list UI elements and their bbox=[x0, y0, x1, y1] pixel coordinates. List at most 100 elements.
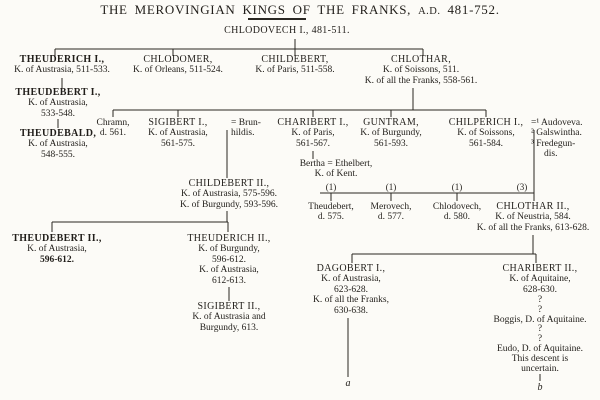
person-detail: d. 561. bbox=[99, 128, 127, 139]
wife-number-label: (3) bbox=[516, 182, 528, 192]
node-theuderich-i: THEUDERICH I., K. of Austrasia, 511-533. bbox=[14, 54, 110, 76]
node-theuderich-ii: THEUDERICH II., K. of Burgundy, 596-612.… bbox=[187, 233, 271, 286]
person-detail: K. of Burgundy, 593-596. bbox=[180, 199, 278, 210]
person-name: Merovech, bbox=[370, 202, 412, 212]
person-detail: 561-575. bbox=[160, 138, 196, 149]
person-detail: K. of all the Franks, 613-628. bbox=[476, 222, 590, 233]
node-charibert-i: CHARIBERT I., K. of Paris, 561-567. bbox=[277, 117, 349, 149]
person-name: Boggis, D. of Aquitaine. bbox=[493, 314, 587, 325]
person-name: CHILDEBERT, bbox=[261, 54, 329, 65]
person-detail: K. of Paris, bbox=[291, 128, 335, 139]
node-childebert-i: CHILDEBERT, K. of Paris, 511-558. bbox=[255, 54, 335, 76]
person-name: Theudebert, bbox=[308, 202, 354, 212]
node-theudebald: THEUDEBALD, K. of Austrasia, 548-555. bbox=[19, 128, 97, 160]
person-detail: 630-638. bbox=[333, 305, 369, 316]
wife-number-label: (1) bbox=[385, 182, 397, 192]
person-name: GUNTRAM, bbox=[363, 117, 419, 128]
person-detail: K. of Austrasia, bbox=[148, 128, 208, 139]
person-detail: 561-567. bbox=[295, 138, 331, 149]
person-detail: 548-555. bbox=[40, 149, 76, 160]
person-detail: 596-612. bbox=[211, 254, 247, 265]
node-sigibert-ii: SIGIBERT II., K. of Austrasia and Burgun… bbox=[192, 301, 266, 333]
person-name: Chlodovech, bbox=[432, 202, 482, 212]
person-detail: K. of Soissons, 511. bbox=[382, 65, 460, 76]
person-detail: K. of Austrasia, bbox=[28, 98, 88, 109]
spouse-name: ² Galswintha. bbox=[531, 128, 582, 139]
spouse-name: ³ Fredegun- bbox=[531, 138, 576, 149]
note-text: uncertain. bbox=[521, 363, 559, 374]
person-name: CHARIBERT II., bbox=[502, 263, 578, 274]
spouse-name: hildis. bbox=[231, 128, 255, 139]
node-guntram: GUNTRAM, K. of Burgundy, 561-593. bbox=[360, 117, 422, 149]
wife-number-label: (1) bbox=[451, 182, 463, 192]
person-detail: 561-593. bbox=[373, 138, 409, 149]
node-chlodovech-i: CHLODOVECH I., 481-511. bbox=[224, 25, 350, 36]
node-chlodovech-d580: Chlodovech, d. 580. bbox=[433, 202, 481, 223]
person-detail: K. of all the Franks, 558-561. bbox=[364, 75, 478, 86]
person-detail: K. of Soissons, bbox=[457, 128, 515, 139]
person-name: DAGOBERT I., bbox=[316, 263, 386, 274]
node-chlothar-i: CHLOTHAR, K. of Soissons, 511. K. of all… bbox=[364, 54, 478, 86]
uncertain-mark: ? bbox=[537, 334, 543, 345]
wife-number-label: (1) bbox=[325, 182, 337, 192]
uncertain-mark: ? bbox=[537, 304, 543, 315]
person-name: Chramn, bbox=[96, 118, 130, 128]
node-childebert-ii: CHILDEBERT II., K. of Austrasia, 575-596… bbox=[180, 178, 278, 210]
person-detail: d. 580. bbox=[443, 212, 471, 223]
person-detail: 612-613. bbox=[211, 275, 247, 286]
note-text: This descent is bbox=[511, 353, 569, 364]
person-detail: K. of Austrasia, 511-533. bbox=[14, 65, 110, 76]
person-detail: K. of Austrasia, bbox=[27, 244, 87, 255]
title-dates: 481-752. bbox=[447, 2, 500, 17]
person-detail: 596-612. bbox=[39, 254, 75, 265]
person-detail: K. of Burgundy, bbox=[360, 128, 422, 139]
person-detail: K. of Austrasia and bbox=[192, 312, 266, 323]
footnote-a: a bbox=[345, 378, 351, 389]
title-text: THE MEROVINGIAN KINGS OF THE FRANKS, bbox=[100, 2, 412, 17]
node-bertha-ethelbert: Bertha = Ethelbert, K. of Kent. bbox=[300, 159, 373, 180]
uncertain-mark: ? bbox=[537, 324, 543, 335]
node-dagobert-i: DAGOBERT I., K. of Austrasia, 623-628. K… bbox=[313, 263, 389, 316]
person-detail: K. of Austrasia, 575-596. bbox=[180, 189, 278, 200]
person-detail: K. of all the Franks, bbox=[313, 295, 389, 306]
node-brunhildis: = Brun- hildis. bbox=[231, 118, 261, 139]
spouse-name: dis. bbox=[544, 149, 558, 160]
node-chlothar-ii: CHLOTHAR II., K. of Neustria, 584. K. of… bbox=[476, 201, 590, 233]
uncertain-mark: ? bbox=[537, 295, 543, 305]
person-detail: K. of Burgundy, bbox=[198, 244, 260, 255]
person-name: Bertha = Ethelbert, bbox=[299, 159, 373, 169]
person-name: THEUDEBERT II., bbox=[12, 233, 102, 244]
node-chilperich-wives: =¹ Audoveva. ² Galswintha. ³ Fredegun- d… bbox=[531, 118, 582, 160]
node-chlodomer: CHLODOMER, K. of Orleans, 511-524. bbox=[133, 54, 223, 76]
person-name: SIGIBERT II., bbox=[197, 301, 261, 312]
person-name: CHLOTHAR, bbox=[390, 54, 452, 65]
person-detail: 628-630. bbox=[522, 284, 558, 295]
person-detail: K. of Neustria, 584. bbox=[495, 212, 571, 223]
node-uncertain-descent: ? ? Boggis, D. of Aquitaine. ? ? Eudo, D… bbox=[493, 295, 587, 374]
person-detail: 533-548. bbox=[40, 108, 76, 119]
person-name: THEUDERICH I., bbox=[19, 54, 105, 65]
person-detail: K. of Kent. bbox=[314, 169, 358, 180]
person-detail: K. of Aquitaine, bbox=[509, 274, 571, 285]
person-detail: K. of Austrasia, bbox=[28, 139, 88, 150]
person-detail: K. of Orleans, 511-524. bbox=[133, 65, 223, 76]
person-detail: 623-628. bbox=[333, 284, 369, 295]
person-detail: K. of Austrasia, bbox=[199, 265, 259, 276]
person-detail: K. of Paris, 511-558. bbox=[255, 65, 335, 76]
person-detail: 561-584. bbox=[468, 138, 504, 149]
person-name: CHARIBERT I., bbox=[277, 117, 349, 128]
person-detail: d. 575. bbox=[317, 212, 345, 223]
node-merovech: Merovech, d. 577. bbox=[371, 202, 412, 223]
node-charibert-ii: CHARIBERT II., K. of Aquitaine, 628-630. bbox=[502, 263, 578, 295]
person-name: THEUDEBALD, bbox=[19, 128, 97, 139]
spouse-name: =¹ Audoveva. bbox=[531, 118, 583, 128]
footnote-b: b bbox=[537, 382, 543, 393]
title-era: A.D. bbox=[418, 6, 441, 17]
person-name: THEUDERICH II., bbox=[187, 233, 271, 244]
node-theudebert-i: THEUDEBERT I., K. of Austrasia, 533-548. bbox=[15, 87, 101, 119]
person-name: SIGIBERT I., bbox=[148, 117, 208, 128]
node-theudebert-d575: Theudebert, d. 575. bbox=[308, 202, 354, 223]
node-sigibert-i: SIGIBERT I., K. of Austrasia, 561-575. bbox=[148, 117, 208, 149]
person-name: THEUDEBERT I., bbox=[15, 87, 101, 98]
